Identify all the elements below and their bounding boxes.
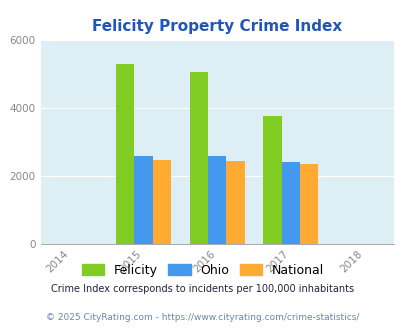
Legend: Felicity, Ohio, National: Felicity, Ohio, National — [77, 259, 328, 282]
Bar — [189, 72, 207, 244]
Bar — [134, 156, 152, 244]
Bar — [262, 116, 281, 244]
Title: Felicity Property Crime Index: Felicity Property Crime Index — [92, 19, 341, 34]
Bar — [299, 164, 318, 244]
Bar — [116, 64, 134, 244]
Text: © 2025 CityRating.com - https://www.cityrating.com/crime-statistics/: © 2025 CityRating.com - https://www.city… — [46, 313, 359, 322]
Bar — [281, 162, 299, 244]
Bar — [152, 160, 171, 244]
Bar — [226, 161, 244, 244]
Bar — [207, 156, 226, 244]
Text: Crime Index corresponds to incidents per 100,000 inhabitants: Crime Index corresponds to incidents per… — [51, 284, 354, 294]
